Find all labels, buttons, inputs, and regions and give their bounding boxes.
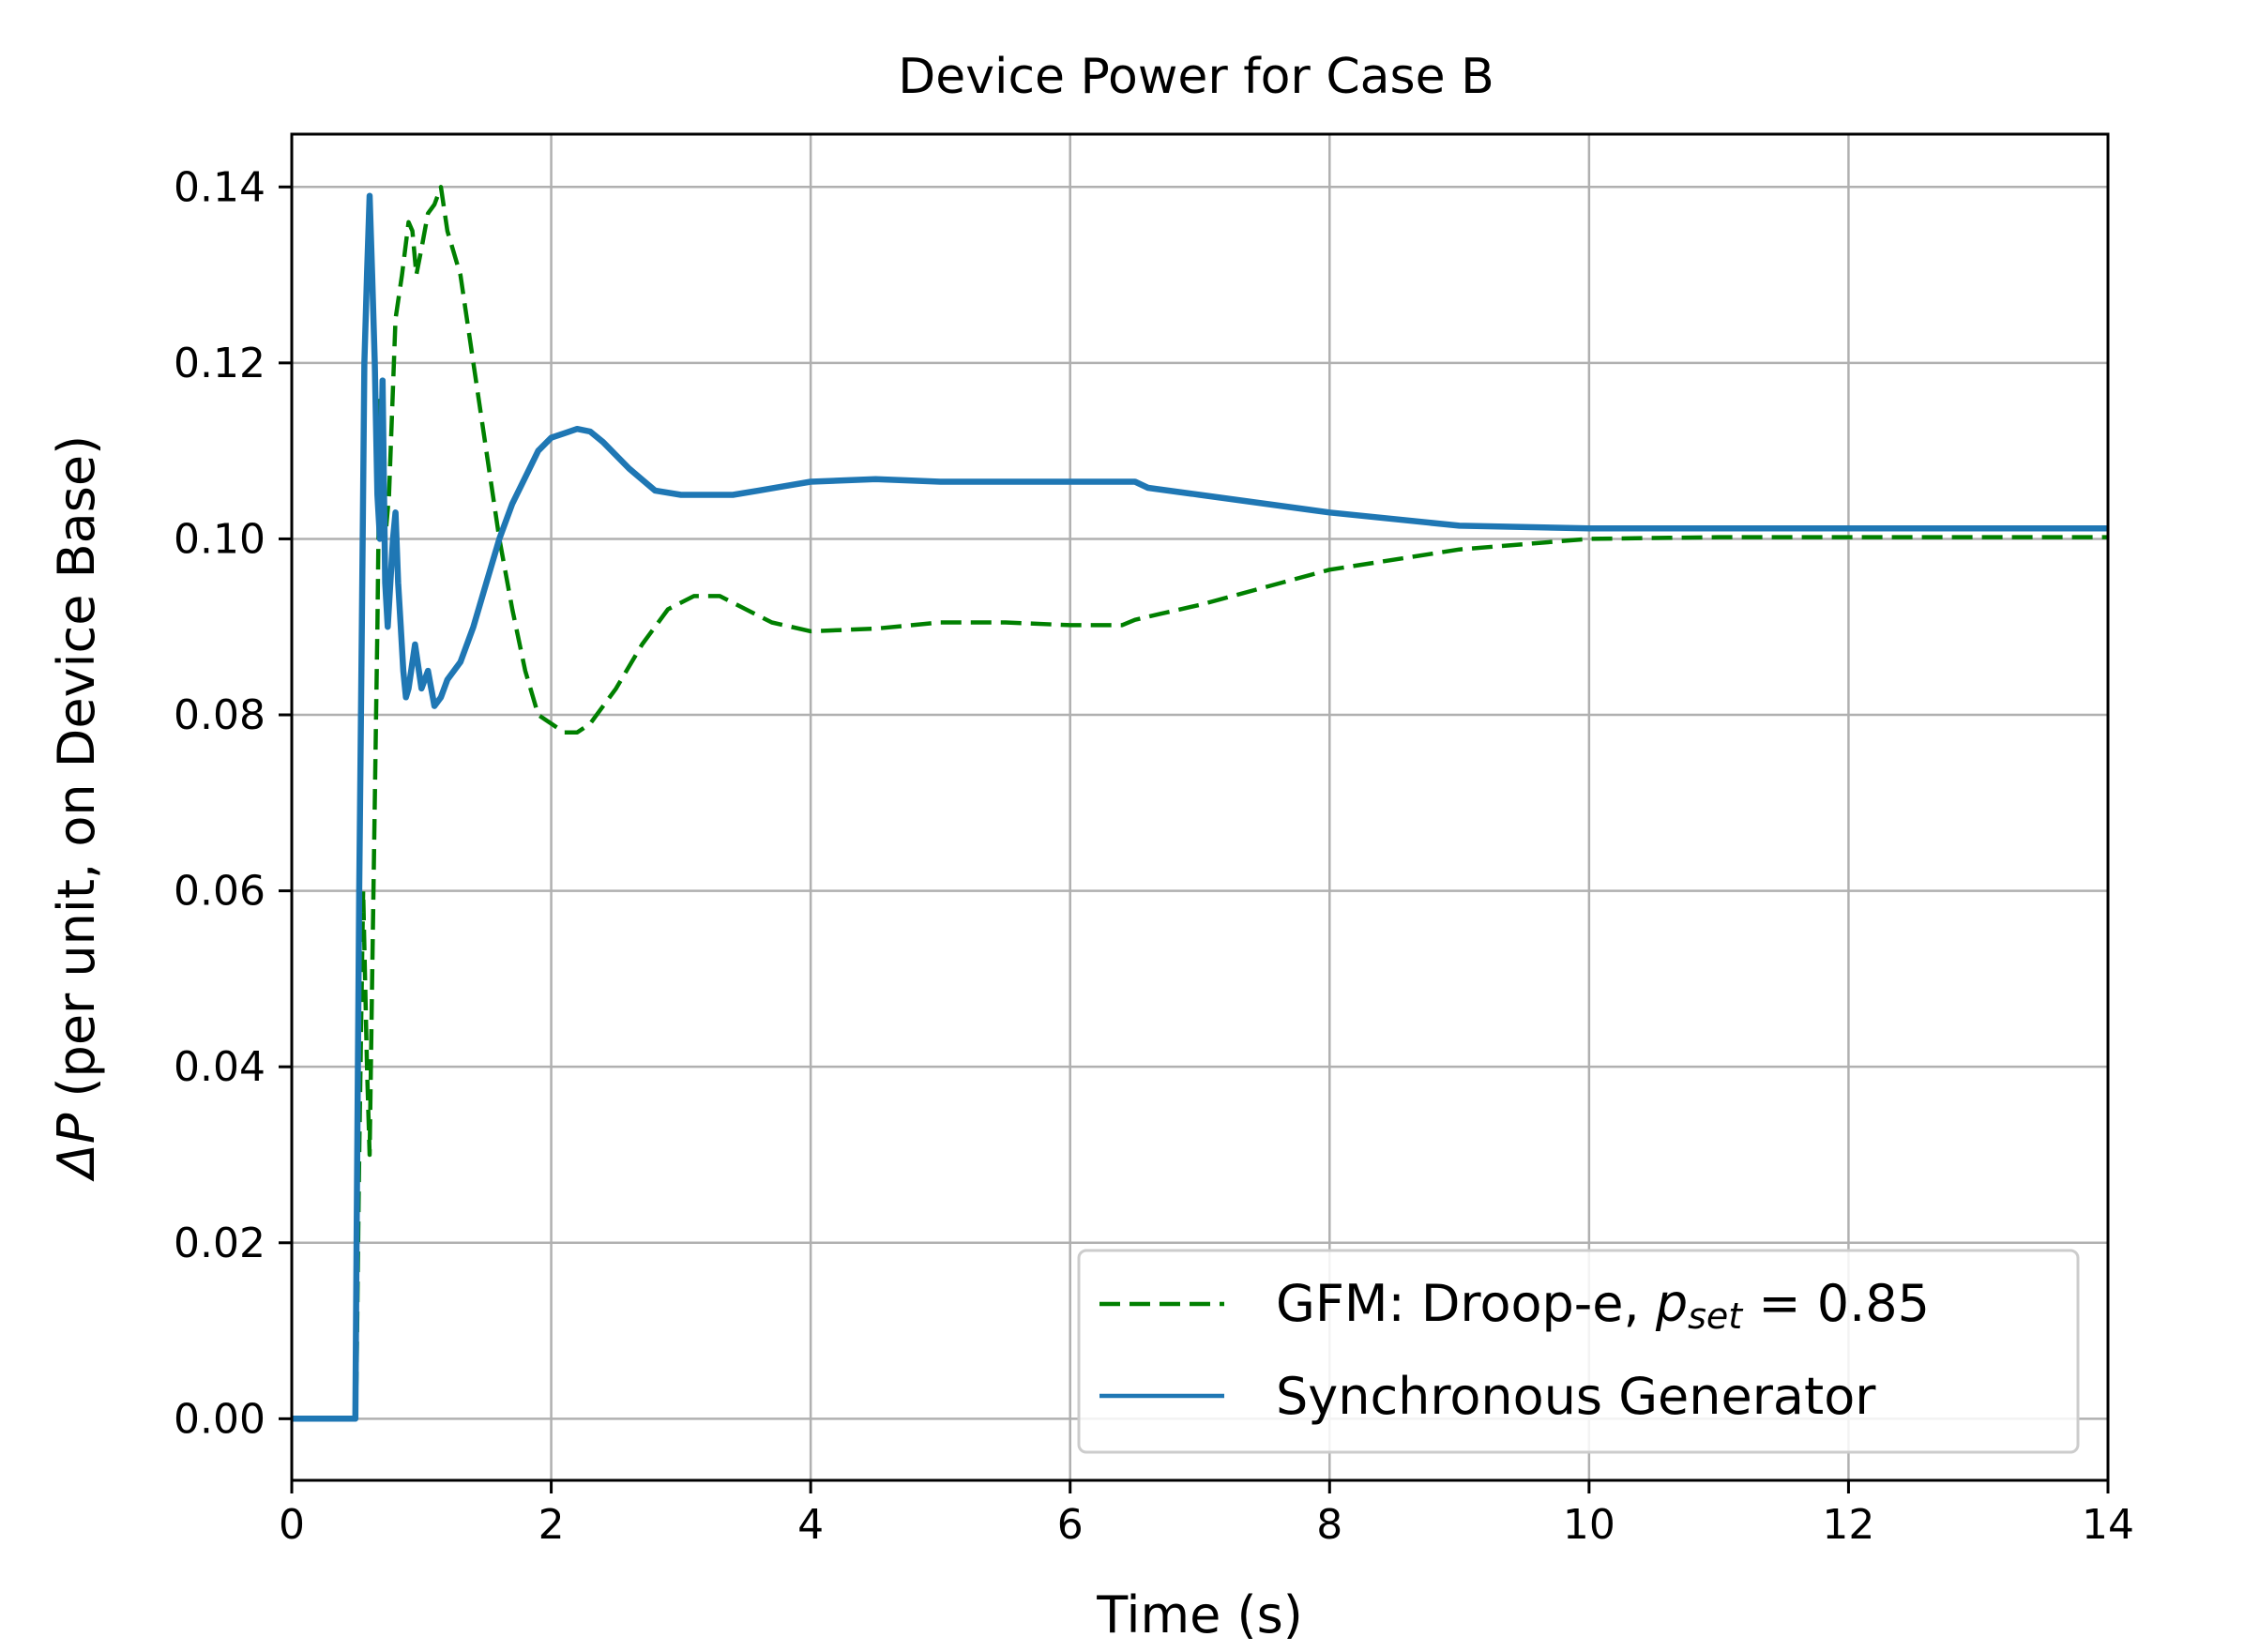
series-line-sg [292, 192, 2108, 1422]
y-tick-label: 0.12 [174, 340, 265, 387]
series-line-gfm [292, 185, 2108, 1421]
plot-frame [290, 132, 2110, 1482]
legend-label-gfm-rest: = 0.85 [1742, 1274, 1930, 1333]
series-lines [292, 185, 2108, 1422]
x-tick-label: 2 [538, 1501, 565, 1549]
legend-label-gfm-prefix: GFM: Droop-e, [1276, 1274, 1656, 1333]
legend-label-sg: Synchronous Generator [1276, 1367, 1876, 1426]
legend-label-gfm: GFM: Droop-e, pset = 0.85 [1276, 1274, 1930, 1337]
y-tick-label: 0.02 [174, 1220, 265, 1267]
legend-label-gfm-subscript: set [1688, 1296, 1744, 1337]
axis-ticks: 0 2 4 6 8 10 12 14 0.00 0.02 0.04 0.06 0.08 0.10 0.12 0… [174, 163, 2134, 1549]
y-tick-label: 0.00 [174, 1395, 265, 1443]
y-tick-label: 0.04 [174, 1043, 265, 1091]
legend-box [1077, 1249, 2080, 1454]
y-axis-label: ΔP (per unit, on Device Base) [47, 435, 106, 1182]
legend-label-gfm-symbol: p [1655, 1274, 1688, 1333]
x-tick-label: 4 [797, 1501, 824, 1549]
x-tick-label: 14 [2082, 1501, 2134, 1549]
x-tick-label: 0 [279, 1501, 305, 1549]
x-tick-label: 10 [1563, 1501, 1615, 1549]
y-axis-label-symbol: ΔP [47, 1113, 106, 1182]
y-tick-label: 0.14 [174, 163, 265, 211]
chart-title: Device Power for Case B [898, 49, 1494, 105]
x-tick-label: 6 [1057, 1501, 1084, 1549]
y-tick-label: 0.08 [174, 691, 265, 739]
x-axis-label: Time (s) [1096, 1585, 1303, 1644]
y-tick-label: 0.06 [174, 868, 265, 916]
x-tick-label: 8 [1316, 1501, 1342, 1549]
legend: GFM: Droop-e, pset = 0.85 Synchronous Ge… [1077, 1249, 2080, 1454]
y-axis-label-text: (per unit, on Device Base) [47, 435, 106, 1114]
x-tick-label: 12 [1822, 1501, 1874, 1549]
y-tick-label: 0.10 [174, 515, 265, 563]
